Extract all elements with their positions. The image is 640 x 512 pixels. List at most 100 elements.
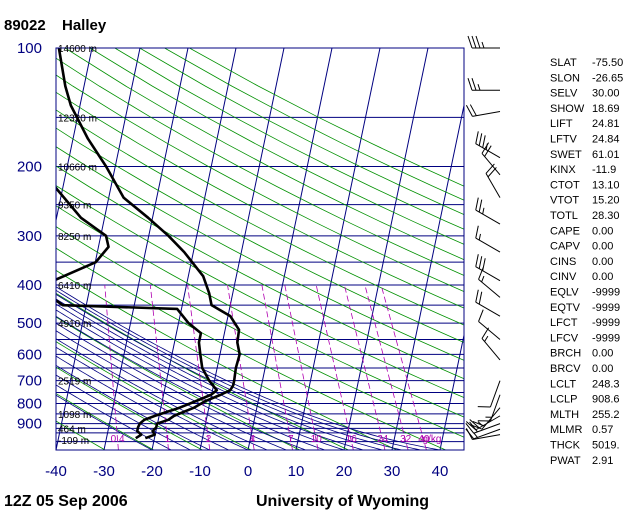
mixing-ratio-label: 16 [346, 434, 358, 445]
index-value: -9999 [592, 302, 620, 314]
wind-barb-staff [478, 321, 501, 340]
wind-barb-flag [478, 309, 484, 322]
moist-adiabat-line [56, 309, 345, 450]
wind-barb-flag [469, 421, 478, 433]
dry-adiabat-line [56, 91, 464, 309]
wind-barb-flag [471, 35, 477, 49]
wind-barb-staff [472, 111, 501, 117]
dry-adiabat-line [56, 449, 57, 450]
dry-adiabat-line [56, 185, 464, 399]
dry-adiabat-line [89, 48, 464, 245]
wind-barb-flag [478, 267, 484, 280]
moist-adiabat-line [56, 286, 441, 450]
wind-barb-half-flag [478, 233, 481, 241]
dry-adiabat-line [56, 127, 464, 343]
dry-adiabat-line [56, 109, 464, 326]
index-value: 0.00 [592, 241, 613, 253]
temperature-tick-label: -40 [45, 463, 67, 480]
index-value: 0.00 [592, 225, 613, 237]
wind-barb-half-flag [482, 207, 485, 215]
index-label: LCLP [550, 394, 578, 406]
temperature-tick-label: 40 [432, 463, 449, 480]
wind-barb-flag [485, 163, 495, 174]
index-label: PWAT [550, 455, 581, 467]
wind-barb [475, 289, 501, 317]
mixing-ratio-line [364, 284, 409, 450]
station-name: Halley [62, 17, 107, 34]
height-label: 1098 m [58, 410, 91, 421]
moist-adiabat-line [56, 355, 229, 450]
dry-adiabat-line [56, 316, 300, 450]
wind-barb [477, 394, 501, 422]
wind-barb [481, 327, 501, 361]
index-label: CAPE [550, 225, 580, 237]
index-value: 2.91 [592, 455, 613, 467]
wind-barb-flag [469, 419, 480, 429]
wind-barb-flag [467, 35, 473, 49]
wind-barb-staff [481, 407, 501, 430]
moist-adiabat-line [56, 374, 191, 450]
wind-barb-staff [485, 173, 501, 198]
wind-barb-flag [475, 35, 481, 49]
isotherm-line [151, 48, 237, 450]
index-value: -9999 [592, 287, 620, 299]
pressure-tick-label: 800 [17, 396, 42, 413]
sounding-series-0 [57, 48, 241, 440]
temperature-tick-label: 10 [288, 463, 305, 480]
wind-barb-staff [489, 380, 501, 408]
wind-barb-flag [481, 327, 490, 339]
index-value: 15.20 [592, 195, 620, 207]
index-label: SWET [550, 149, 582, 161]
wind-barb-staff [478, 278, 501, 298]
index-label: KINX [550, 164, 576, 176]
isotherm-line [295, 48, 381, 450]
mixing-ratio-line [343, 284, 386, 450]
isotherm-line [439, 332, 464, 450]
wind-barb-flag [481, 142, 490, 154]
index-label: CINV [550, 271, 577, 283]
index-label: CAPV [550, 241, 581, 253]
index-value: 24.81 [592, 118, 620, 130]
dry-adiabat-line [56, 366, 203, 450]
mixing-ratio-line [261, 284, 293, 450]
temperature-tick-label: 30 [384, 463, 401, 480]
index-value: 30.00 [592, 88, 620, 100]
mixing-ratio-line [104, 284, 119, 450]
wind-barb [465, 104, 501, 117]
pressure-tick-label: 600 [17, 346, 42, 363]
dry-adiabat-line [56, 269, 398, 450]
index-label: SLAT [550, 57, 577, 69]
wind-barb-flag [482, 135, 486, 148]
stability-indices: SLAT -75.50 SLON -26.65 SELV 30.00 SHOW 18.69 LI… [550, 57, 623, 467]
index-label: SHOW [550, 103, 585, 115]
index-value: 0.57 [592, 424, 613, 436]
index-label: THCK [550, 440, 581, 452]
dry-adiabat-line [56, 205, 464, 418]
mixing-ratio-line [315, 284, 354, 450]
wind-barb-staff [473, 423, 501, 434]
wind-barb [481, 142, 501, 176]
sounding-profiles [56, 48, 241, 440]
index-value: -26.65 [592, 72, 623, 84]
wind-barb-half-flag [484, 335, 489, 342]
mixing-ratio-label: 1 [165, 434, 171, 445]
index-value: 0.00 [592, 256, 613, 268]
background-lines [56, 48, 464, 450]
wind-barb-half-flag [481, 41, 485, 49]
mixing-ratio-line [380, 284, 427, 450]
wind-barb-half-flag [477, 84, 481, 91]
height-label: -109 m [58, 436, 89, 447]
pressure-tick-label: 400 [17, 277, 42, 294]
dry-adiabat-line [56, 74, 464, 292]
wind-barb-flag [471, 78, 477, 91]
isotherm-line [103, 48, 189, 450]
mixing-ratio-line [227, 284, 255, 450]
plot-frame [55, 47, 465, 451]
wind-barb-staff [481, 338, 501, 361]
height-label: 10660 m [58, 163, 97, 174]
moist-adiabat-line [56, 330, 287, 450]
wind-barb-half-flag [477, 421, 484, 427]
index-label: SELV [550, 88, 578, 100]
dry-adiabat-line [56, 341, 252, 450]
